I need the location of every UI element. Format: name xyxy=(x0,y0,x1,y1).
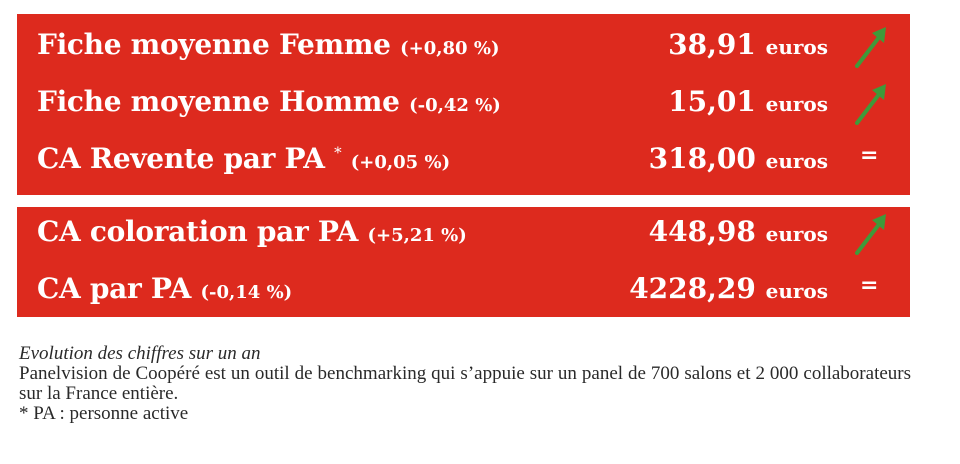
stat-label: CA Revente par PA * (+0,05 %) xyxy=(37,142,451,175)
stat-change: (+5,21 %) xyxy=(367,225,467,246)
stat-label: CA coloration par PA (+5,21 %) xyxy=(37,215,467,248)
stat-value: 448,98 euros xyxy=(648,215,828,248)
stat-value: 38,91 euros xyxy=(668,28,828,61)
stat-change: (-0,14 %) xyxy=(200,282,293,303)
stat-row-fiche-homme: Fiche moyenne Homme (-0,42 %) 15,01 euro… xyxy=(17,77,910,127)
stat-value: 4228,29 euros xyxy=(629,272,828,305)
caption-heading: Evolution des chiffres sur un an xyxy=(19,343,261,364)
stat-value: 15,01 euros xyxy=(668,85,828,118)
equal-sign-icon: = xyxy=(860,273,879,298)
stat-row-ca-revente: CA Revente par PA * (+0,05 %) 318,00 eur… xyxy=(17,134,910,184)
up-arrow-icon xyxy=(855,214,886,255)
stat-change: (+0,80 %) xyxy=(400,38,500,59)
equal-sign-icon: = xyxy=(860,143,879,168)
caption-description: Panelvision de Coopéré est un outil de b… xyxy=(19,363,911,404)
stat-row-fiche-femme: Fiche moyenne Femme (+0,80 %) 38,91 euro… xyxy=(17,20,910,70)
footnote-star: * xyxy=(334,143,342,162)
stat-label: Fiche moyenne Femme (+0,80 %) xyxy=(37,28,500,61)
stat-label: CA par PA (-0,14 %) xyxy=(37,272,293,305)
stat-row-ca-par-pa: CA par PA (-0,14 %) 4228,29 euros = xyxy=(17,264,910,314)
up-arrow-icon xyxy=(855,27,886,68)
stat-change: (-0,42 %) xyxy=(409,95,501,116)
stat-row-ca-coloration: CA coloration par PA (+5,21 %) 448,98 eu… xyxy=(17,207,910,257)
stat-change: (+0,05 %) xyxy=(350,152,451,173)
up-arrow-icon xyxy=(855,84,886,125)
stat-label: Fiche moyenne Homme (-0,42 %) xyxy=(37,85,501,118)
stat-value: 318,00 euros xyxy=(648,142,828,175)
caption: Evolution des chiffres sur un an Panelvi… xyxy=(19,344,911,424)
stats-panel-bottom: CA coloration par PA (+5,21 %) 448,98 eu… xyxy=(17,207,910,317)
stats-panel-top: Fiche moyenne Femme (+0,80 %) 38,91 euro… xyxy=(17,14,910,195)
caption-footnote: * PA : personne active xyxy=(19,403,189,424)
